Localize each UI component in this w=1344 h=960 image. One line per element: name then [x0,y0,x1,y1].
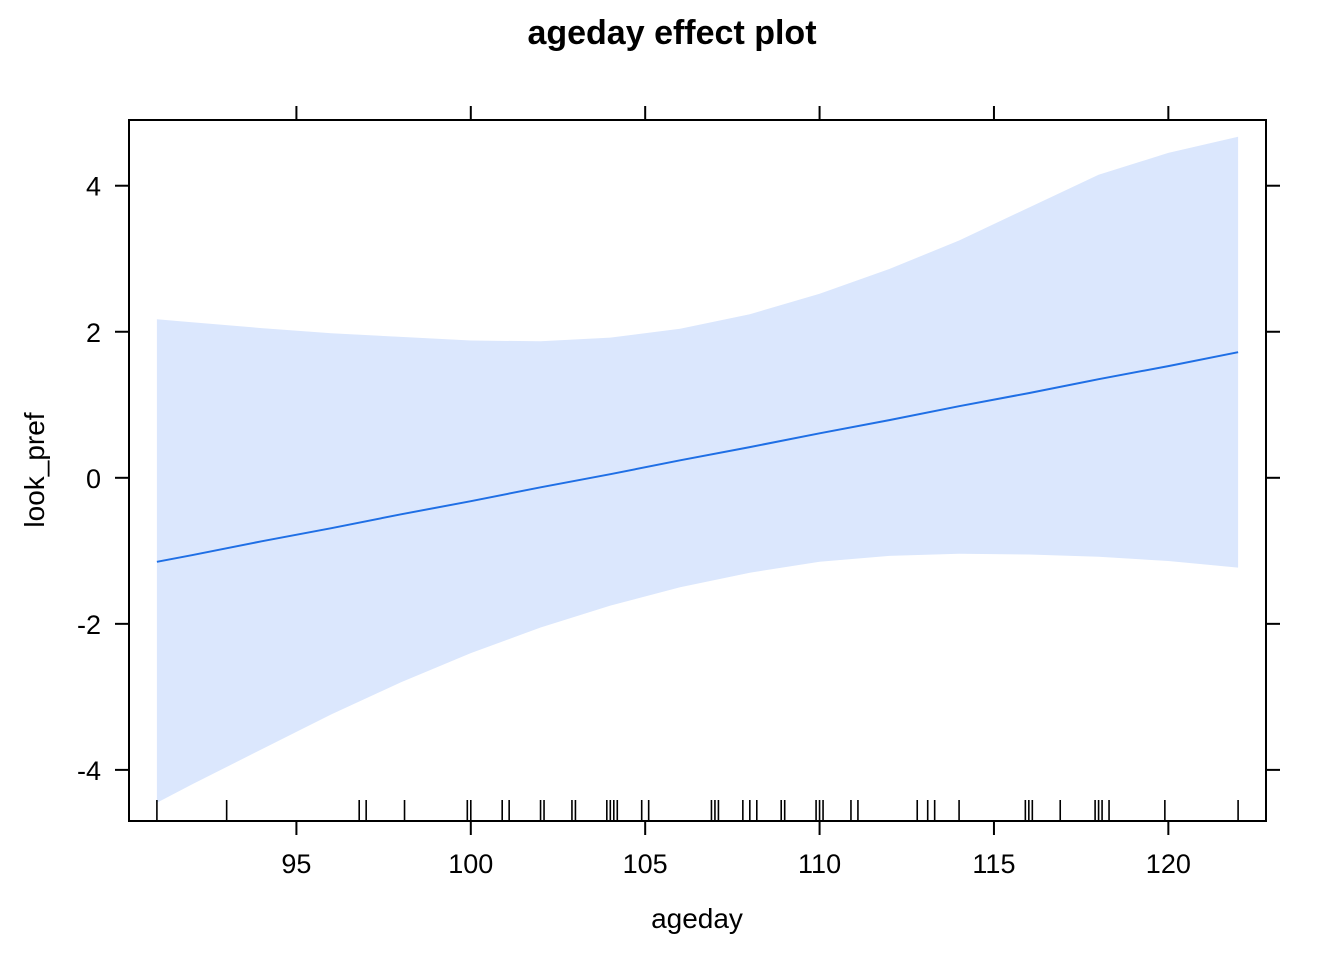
y-tick-label-0: -4 [77,756,101,786]
plot-area [128,119,1267,822]
plot-frame [128,119,1267,822]
x-axis-label: ageday [651,903,743,934]
x-tick-label-5: 120 [1146,849,1191,879]
y-tick-label-3: 2 [86,318,101,348]
fit-line [156,351,1239,563]
y-tick-label-1: -2 [77,610,101,640]
x-tick-label-2: 105 [623,849,668,879]
x-tick-label-0: 95 [281,849,311,879]
x-tick-label-4: 115 [972,849,1015,879]
x-tick-label-3: 110 [798,849,841,879]
rug-marks [156,800,1239,821]
y-tick-label-4: 4 [86,172,101,202]
y-tick-label-2: 0 [86,464,101,494]
chart-title: ageday effect plot [527,14,816,52]
x-axis: 95 100 105 110 115 120 [281,106,1191,879]
y-axis: -4 -2 0 2 4 [77,172,1280,786]
x-tick-label-1: 100 [448,849,493,879]
confidence-band [156,136,1239,803]
y-axis-label: look_pref [19,412,50,527]
